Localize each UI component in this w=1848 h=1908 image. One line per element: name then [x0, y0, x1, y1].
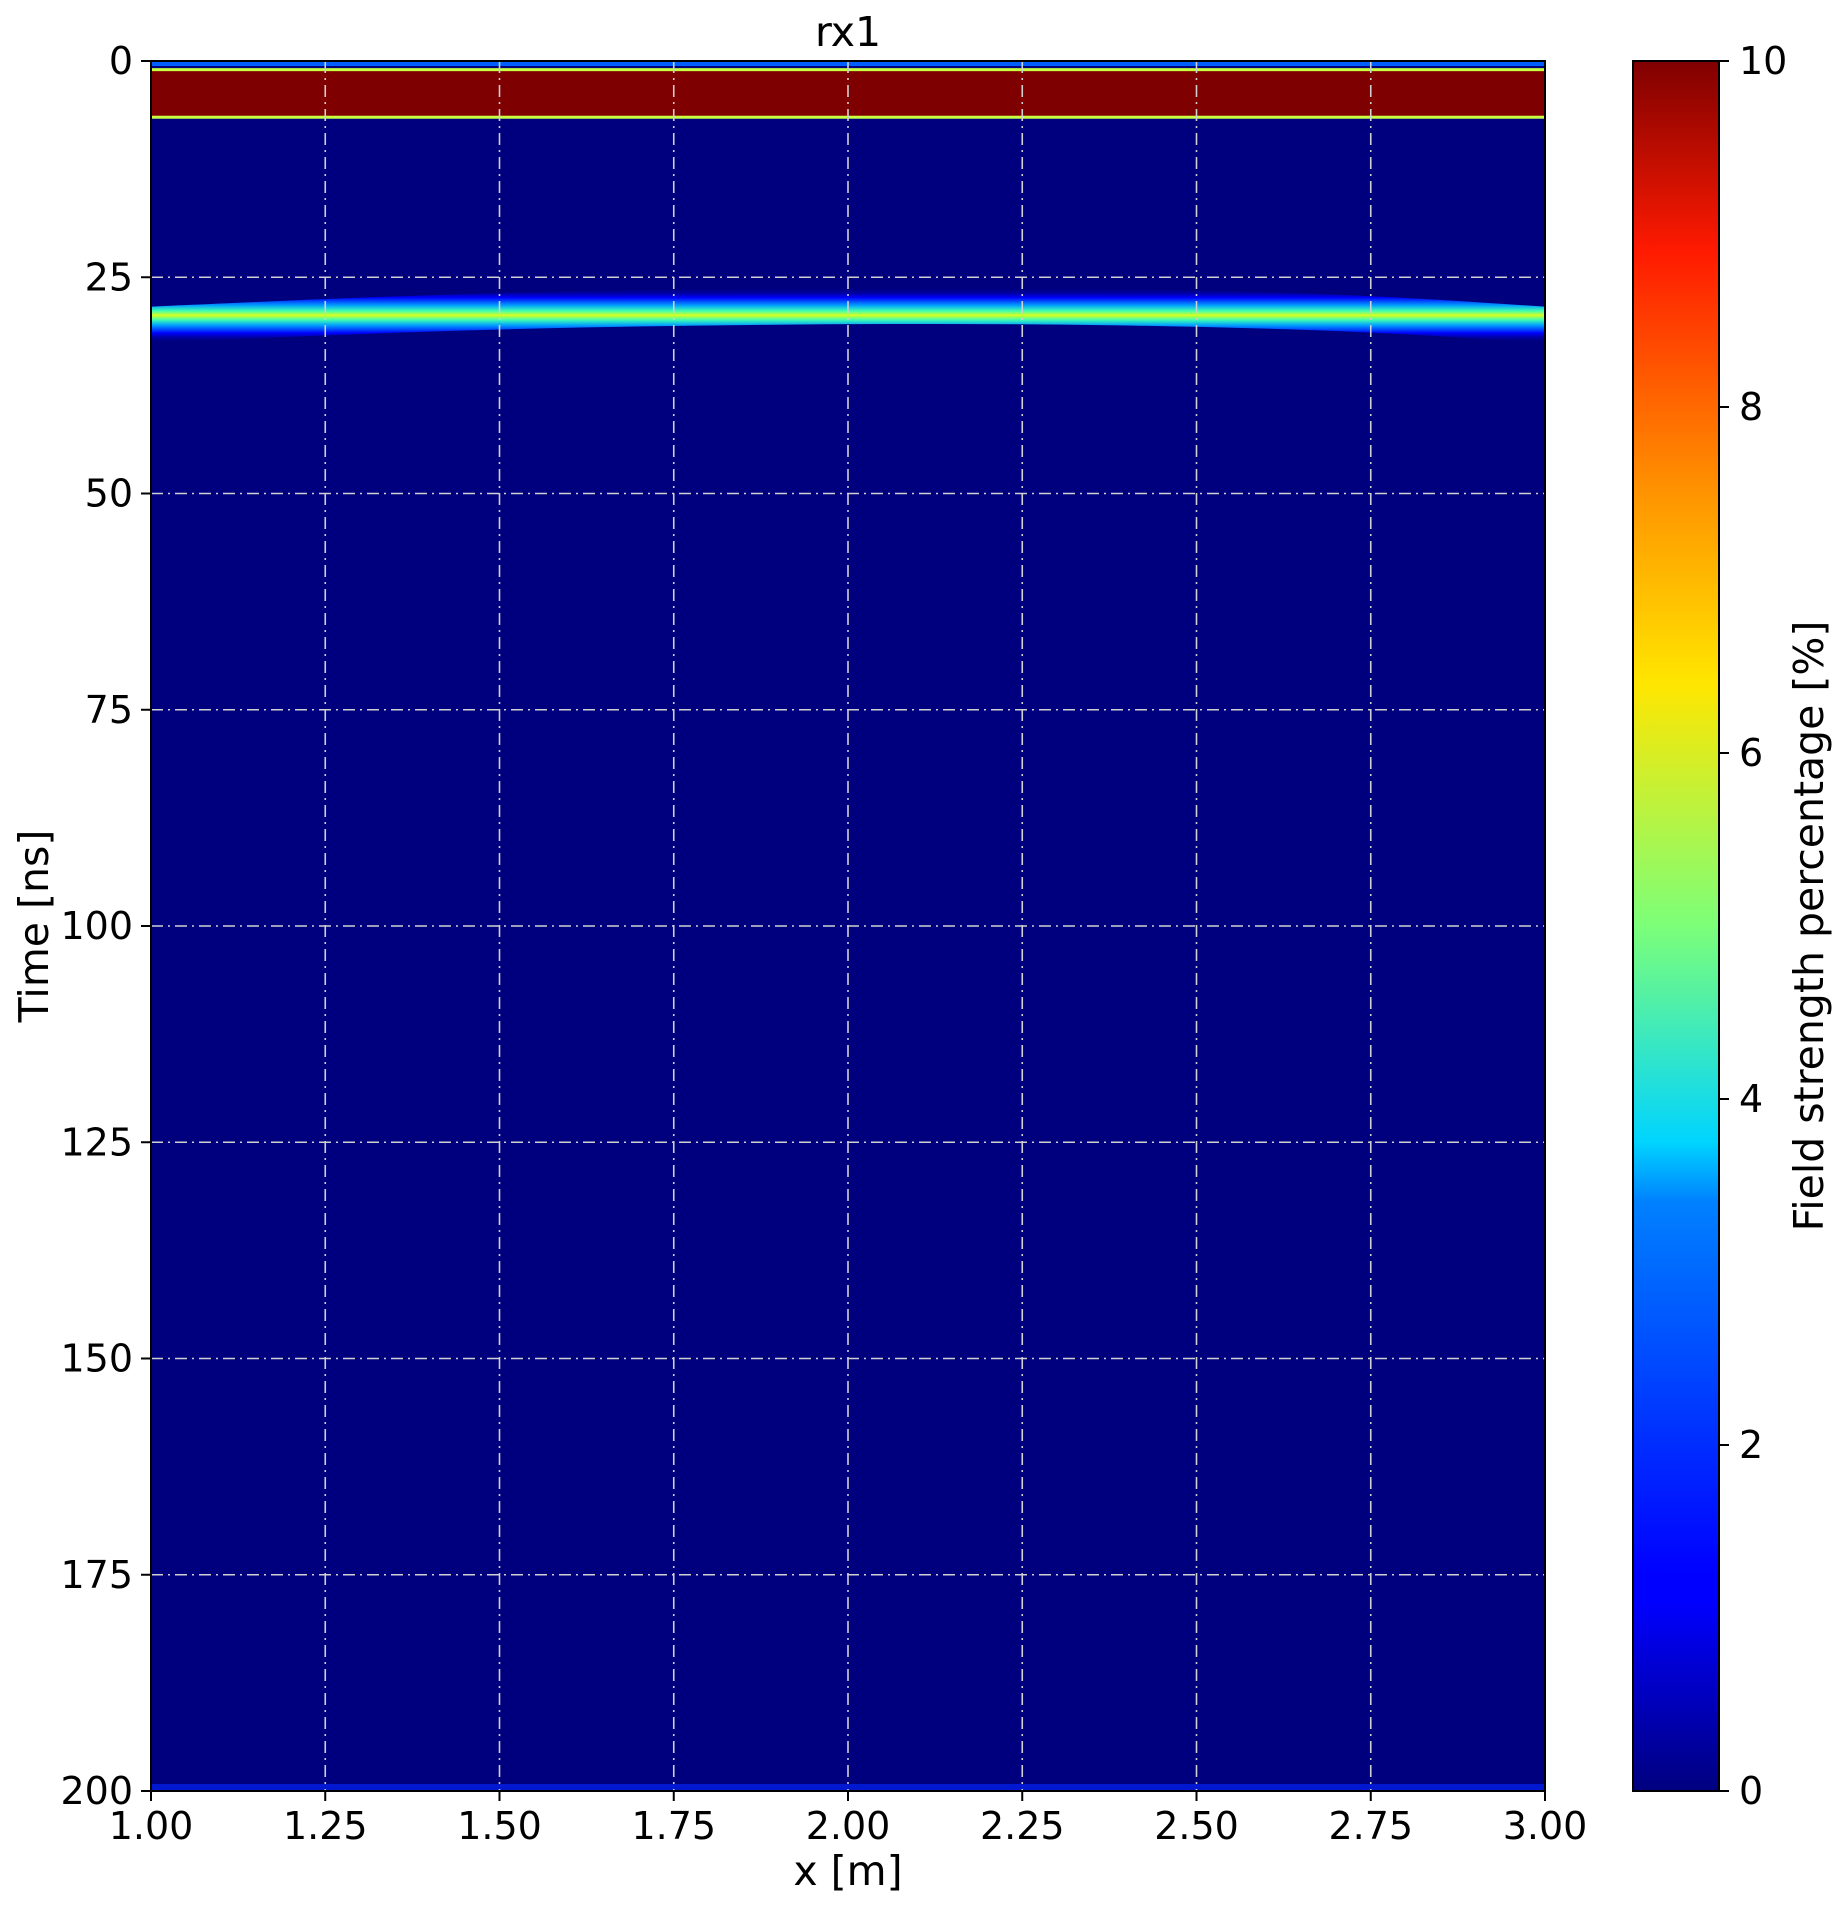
y-tick-label: 100 — [60, 904, 133, 948]
x-tick-label: 1.00 — [109, 1804, 194, 1848]
y-axis-ticks: 0 25 50 75 100 125 150 175 200 — [60, 39, 151, 1813]
colorbar-tick-label: 2 — [1739, 1423, 1763, 1467]
x-tick-label: 1.75 — [631, 1804, 716, 1848]
colorbar-tick-label: 6 — [1739, 731, 1763, 775]
x-axis-ticks: 1.00 1.25 1.50 1.75 2.00 2.25 2.50 2.75 3.00 — [109, 1791, 1588, 1848]
chart-title: rx1 — [815, 8, 881, 56]
x-tick-label: 1.25 — [283, 1804, 368, 1848]
colorbar-label: Field strength percentage [%] — [1785, 621, 1833, 1232]
bottom-edge-band — [151, 1784, 1545, 1791]
colorbar-tick-label: 4 — [1739, 1077, 1763, 1121]
x-tick-label: 2.25 — [980, 1804, 1065, 1848]
y-tick-label: 25 — [85, 255, 133, 299]
y-tick-label: 150 — [60, 1337, 133, 1381]
y-tick-label: 0 — [109, 39, 133, 83]
y-tick-label: 125 — [60, 1120, 133, 1164]
y-tick-label: 50 — [85, 472, 133, 516]
y-tick-label: 75 — [85, 688, 133, 732]
x-tick-label: 1.50 — [457, 1804, 542, 1848]
x-tick-label: 2.50 — [1154, 1804, 1239, 1848]
colorbar-ticks: 0 2 4 6 8 10 — [1719, 39, 1787, 1813]
y-tick-label: 200 — [60, 1769, 133, 1813]
colorbar-tick-label: 0 — [1739, 1769, 1763, 1813]
y-axis-label: Time [ns] — [10, 830, 58, 1024]
colorbar-tick-label: 10 — [1739, 39, 1787, 83]
x-tick-label: 2.00 — [806, 1804, 891, 1848]
y-tick-label: 175 — [60, 1553, 133, 1597]
x-axis-label: x [m] — [793, 1847, 902, 1895]
colorbar-tick-label: 8 — [1739, 385, 1763, 429]
colorbar — [1632, 60, 1720, 1792]
x-tick-label: 3.00 — [1503, 1804, 1588, 1848]
x-tick-label: 2.75 — [1328, 1804, 1413, 1848]
grid-lines — [151, 61, 1545, 1791]
